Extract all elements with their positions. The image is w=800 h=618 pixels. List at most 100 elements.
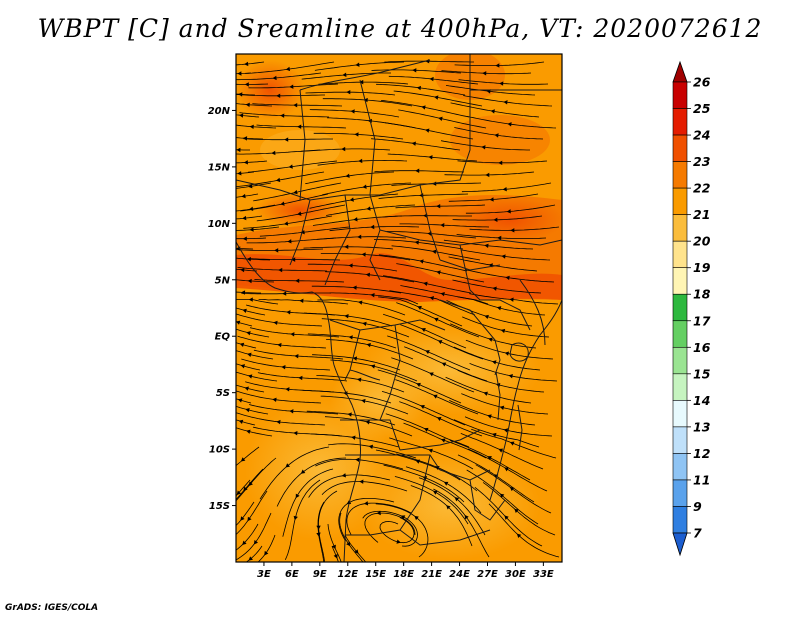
streamline <box>249 327 340 338</box>
streamline-arrow <box>246 331 251 336</box>
streamline-arrow <box>350 109 355 114</box>
lon-tick-label: 33E <box>533 569 554 580</box>
streamline-arrow <box>493 217 498 223</box>
colorbar-swatch <box>672 346 688 375</box>
streamline-arrow <box>276 93 281 98</box>
streamline-arrow <box>396 539 401 544</box>
streamline-arrow <box>293 430 298 436</box>
streamline-arrow <box>241 193 246 199</box>
streamline-arrow <box>342 72 347 77</box>
streamline-arrow <box>358 300 363 305</box>
streamline-arrow <box>434 317 439 322</box>
colorbar-label: 7 <box>693 526 702 541</box>
streamline-arrow <box>436 270 441 275</box>
lon-tick-label: 3E <box>257 569 271 580</box>
streamline <box>469 363 558 382</box>
lon-tick-label: 24E <box>449 569 470 580</box>
streamline-arrow <box>291 257 296 262</box>
streamline-arrow <box>497 235 502 241</box>
streamline <box>312 354 401 371</box>
colorbar-label: 17 <box>693 313 711 328</box>
streamline-arrow <box>280 201 285 206</box>
streamline-arrow <box>293 515 298 521</box>
streamline-arrow <box>248 206 254 212</box>
streamline-arrow <box>353 217 358 222</box>
streamline <box>445 85 536 96</box>
streamline <box>245 545 263 562</box>
colorbar-swatch <box>672 373 688 401</box>
streamline <box>399 401 483 437</box>
streamline-arrow <box>433 394 438 399</box>
streamline-arrow <box>509 297 514 302</box>
streamline-arrow <box>492 360 497 365</box>
streamline <box>303 246 394 250</box>
streamline <box>236 371 278 382</box>
streamline-arrow <box>244 82 249 87</box>
streamline-arrow <box>248 183 253 189</box>
colorbar-label: 12 <box>693 446 710 461</box>
streamline <box>307 333 397 349</box>
streamline-arrow <box>503 100 508 105</box>
streamline-arrow <box>238 92 243 97</box>
streamline-arrow <box>341 146 346 152</box>
streamline-arrow <box>244 61 249 67</box>
streamline-arrow <box>359 479 364 484</box>
lon-tick-label: 27E <box>477 569 498 580</box>
streamline-arrow <box>429 372 434 377</box>
streamline-arrow <box>288 164 293 169</box>
streamline <box>249 404 339 415</box>
streamline <box>236 512 272 561</box>
colorbar-label: 20 <box>693 234 711 249</box>
streamline-arrow <box>236 320 241 325</box>
streamline <box>236 247 254 250</box>
streamline <box>236 342 257 349</box>
colorbar-swatch <box>672 293 688 322</box>
lon-tick-label: 6E <box>285 569 299 580</box>
streamline <box>383 275 472 294</box>
streamline-arrow <box>249 124 254 129</box>
colorbar-top-arrow <box>672 60 688 83</box>
streamline-arrow <box>437 340 443 345</box>
streamline-arrow <box>484 243 489 248</box>
streamline-arrow <box>376 510 381 516</box>
streamline <box>465 339 554 360</box>
streamline-arrow <box>507 122 512 127</box>
streamline-arrow <box>432 249 437 254</box>
lat-tick-label: 10S <box>209 445 230 456</box>
streamline-arrow <box>354 549 359 554</box>
streamline-arrow <box>285 387 290 392</box>
streamline-arrow <box>289 409 294 414</box>
streamline <box>467 448 548 492</box>
streamline <box>387 335 471 371</box>
streamline <box>461 393 549 415</box>
streamline-arrow <box>505 275 510 281</box>
streamline <box>237 335 327 349</box>
streamline-arrow <box>239 342 245 348</box>
colorbar-label: 21 <box>693 207 710 222</box>
streamline-arrow <box>504 467 509 472</box>
streamline <box>236 279 275 283</box>
streamline <box>457 160 548 164</box>
streamline-arrow <box>514 508 519 513</box>
streamline-arrow <box>421 327 426 333</box>
streamline-arrow <box>344 244 349 250</box>
longitude-axis: 3E 6E 9E 12E 15E 18E 21E 24E 27E 30E 33E <box>257 562 554 580</box>
streamline-arrow <box>285 463 290 468</box>
streamline-arrow <box>425 350 430 355</box>
streamline-arrow <box>294 353 299 359</box>
streamline <box>236 328 270 338</box>
streamline-arrow <box>240 457 246 462</box>
streamline-arrow <box>245 102 250 107</box>
streamline <box>316 375 405 393</box>
streamline-arrow <box>355 62 360 67</box>
streamline-arrow <box>316 525 321 530</box>
colorbar-label: 13 <box>693 419 710 434</box>
colorbar-label: 11 <box>693 472 710 487</box>
streamline-arrow <box>354 132 359 137</box>
streamline <box>381 391 466 426</box>
streamline-arrow <box>429 296 434 301</box>
streamline-arrow <box>416 382 421 387</box>
streamline <box>308 474 391 498</box>
colorbar-swatch <box>672 479 688 507</box>
